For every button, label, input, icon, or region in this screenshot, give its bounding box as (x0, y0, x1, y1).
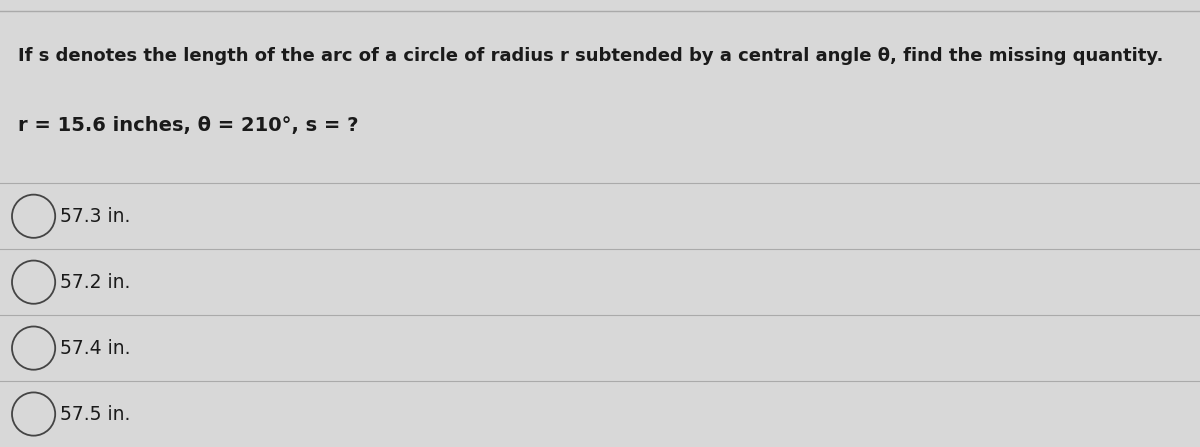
Text: If s denotes the length of the arc of a circle of radius r subtended by a centra: If s denotes the length of the arc of a … (18, 47, 1163, 65)
Text: 57.5 in.: 57.5 in. (60, 405, 131, 424)
Text: 57.3 in.: 57.3 in. (60, 207, 131, 226)
Text: 57.2 in.: 57.2 in. (60, 273, 131, 292)
Text: 57.4 in.: 57.4 in. (60, 338, 131, 358)
Text: r = 15.6 inches, θ = 210°, s = ?: r = 15.6 inches, θ = 210°, s = ? (18, 116, 359, 135)
